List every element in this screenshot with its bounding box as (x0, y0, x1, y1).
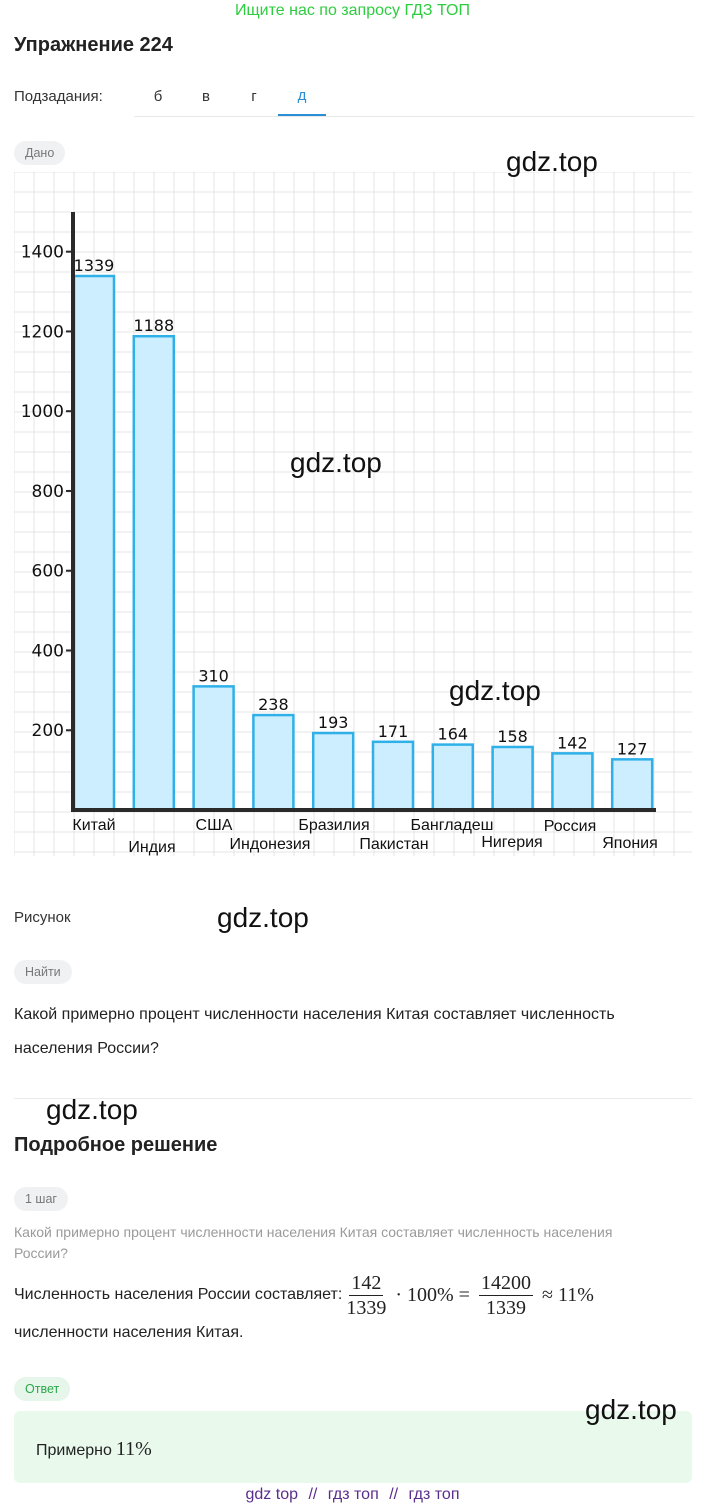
watermark: gdz.top (506, 146, 598, 177)
search-banner: Ищите нас по запросу ГДЗ ТОП (235, 2, 470, 19)
bar (610, 758, 654, 812)
step-question: Какой примерно процент численности насел… (14, 1224, 613, 1261)
fraction-numerator: 142 (349, 1271, 384, 1296)
y-tick-label: 400 (32, 641, 64, 661)
equals-sign: = (458, 1283, 470, 1306)
answer-badge: Ответ (14, 1377, 71, 1401)
data-label: 193 (318, 713, 349, 732)
footer-separator: // (308, 1486, 318, 1503)
bar (491, 745, 534, 812)
footer-separator: // (389, 1486, 399, 1503)
bar (72, 274, 116, 812)
data-label: 164 (438, 725, 469, 744)
answer-value: 11% (115, 1438, 152, 1460)
category-label: Бангладеш (410, 817, 493, 834)
category-label: Пакистан (359, 836, 428, 853)
y-tick-label: 800 (32, 482, 64, 502)
population-chart: 200 400 600 800 1000 1200 1400 1339 1188 310 238 19… (14, 172, 692, 856)
data-label: 238 (258, 695, 289, 714)
bar (431, 743, 475, 812)
fraction-result: 14200 1339 (478, 1271, 533, 1320)
footer-link[interactable]: gdz top (245, 1486, 298, 1503)
y-tick-label: 600 (32, 562, 64, 582)
category-label: Бразилия (298, 817, 369, 834)
footer-link[interactable]: гдз топ (327, 1486, 379, 1503)
answer-box (14, 1411, 692, 1483)
answer-prefix: Примерно (36, 1442, 112, 1459)
result-value: 11% (557, 1283, 594, 1306)
category-label: США (196, 817, 233, 834)
question-text: Какой примерно процент численности насел… (14, 1006, 615, 1057)
bar (252, 713, 295, 812)
subtasks-label: Подзадания: (14, 88, 103, 105)
section-divider (14, 1098, 692, 1099)
subtask-tabs: б в г д (134, 76, 326, 116)
solution-line2-text: численности населения Китая. (14, 1324, 244, 1341)
bar (192, 685, 235, 812)
y-tick-label: 1200 (21, 322, 64, 342)
bar (551, 752, 594, 812)
answer-text: Примерно 11% (36, 1438, 152, 1461)
subtask-tab-d[interactable]: д (278, 76, 326, 116)
footer-link[interactable]: гдз топ (408, 1486, 460, 1503)
category-label: Япония (602, 835, 658, 852)
solution-line1-text: Численность населения России составляет: (14, 1286, 343, 1303)
watermark: gdz.top (585, 1394, 677, 1425)
category-label: Россия (544, 818, 596, 835)
hundred-percent: 100% (407, 1283, 454, 1306)
exercise-title: Упражнение 224 (14, 34, 173, 56)
data-label: 158 (497, 727, 528, 746)
data-label: 1339 (74, 256, 115, 275)
data-label: 142 (557, 733, 588, 752)
fraction-russia-china: 142 1339 (346, 1271, 386, 1320)
step-badge: 1 шаг (14, 1187, 68, 1211)
subtask-tab-b[interactable]: б (153, 87, 163, 105)
data-label: 310 (198, 666, 229, 685)
subtask-tab-v[interactable]: в (202, 87, 210, 105)
find-badge: Найти (14, 960, 72, 984)
watermark: gdz.top (217, 902, 309, 933)
fraction-denominator: 1339 (346, 1296, 387, 1319)
data-label: 171 (378, 722, 409, 741)
y-tick-label: 1400 (21, 243, 64, 263)
times-sign: · (395, 1283, 402, 1306)
watermark: gdz.top (449, 675, 541, 706)
subtasks-divider (134, 116, 694, 117)
watermark: gdz.top (290, 447, 382, 478)
bar-chart-svg: 200 400 600 800 1000 1200 1400 1339 1188 310 238 19… (14, 172, 692, 856)
solution-formula: 142 1339 · 100% = 14200 1339 ≈ 11% (342, 1271, 594, 1320)
footer-links: gdz top // гдз топ // гдз топ (0, 1486, 705, 1504)
bar (132, 334, 176, 812)
bar (371, 740, 415, 812)
fraction-numerator: 14200 (478, 1271, 533, 1296)
given-badge: Дано (14, 141, 66, 165)
category-label: Китай (72, 817, 115, 834)
y-tick-label: 1000 (21, 402, 64, 422)
figure-caption: Рисунок (14, 909, 71, 926)
y-tick-label: 200 (32, 721, 64, 741)
solution-formula-line: Численность населения России составляет:… (14, 1268, 594, 1322)
data-label: 1188 (133, 316, 174, 335)
solution-title: Подробное решение (14, 1134, 218, 1156)
approx-sign: ≈ (541, 1283, 553, 1306)
bar (311, 731, 355, 812)
watermark: gdz.top (46, 1094, 138, 1125)
data-label: 127 (617, 739, 648, 758)
fraction-denominator: 1339 (485, 1296, 526, 1319)
category-label: Нигерия (481, 834, 542, 851)
category-label: Индонезия (230, 836, 311, 853)
category-label: Индия (128, 839, 175, 856)
subtask-tab-g[interactable]: г (251, 87, 257, 105)
